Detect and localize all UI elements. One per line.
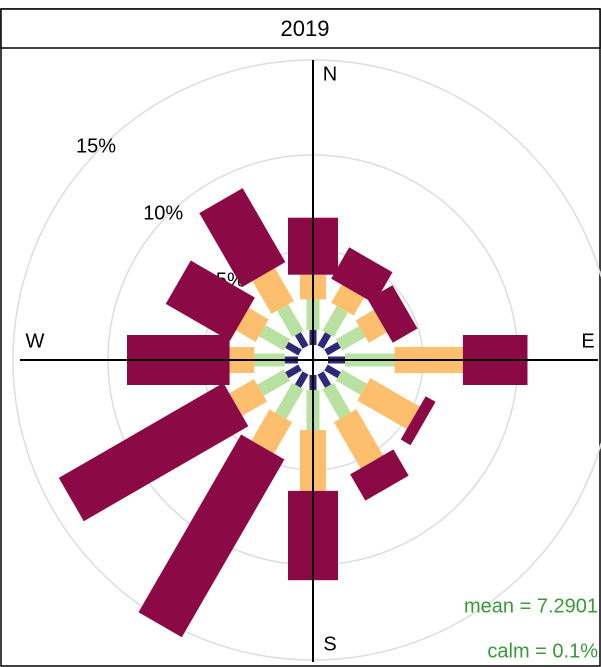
compass-label: N [323, 63, 337, 85]
wind-segment [324, 341, 341, 356]
wind-segment [335, 325, 366, 351]
wind-segment [294, 332, 309, 349]
wind-segment [257, 369, 291, 396]
compass-label: S [323, 633, 336, 655]
ring-label: 15% [76, 135, 116, 157]
wind-segment [357, 378, 420, 430]
wind-segment [355, 309, 387, 343]
ring-label: 10% [143, 202, 183, 224]
wind-segment [317, 332, 332, 349]
wind-segment [277, 304, 304, 338]
wind-segment [367, 285, 418, 343]
wind-segment [138, 434, 285, 638]
wind-segment [331, 247, 393, 304]
wind-segment [331, 284, 365, 316]
wind-segment [258, 325, 291, 351]
wind-segment [252, 268, 294, 315]
wind-segment [294, 371, 309, 388]
wind-segment [285, 341, 302, 356]
wind-segment [285, 364, 302, 379]
wind-segment [322, 305, 348, 338]
mean-annotation: mean = 7.2901 [464, 595, 598, 617]
chart-title: 2019 [281, 16, 330, 41]
wind-segment [335, 369, 368, 395]
calm-annotation: calm = 0.1% [487, 640, 598, 662]
wind-segment [400, 396, 436, 446]
title-strip [0, 8, 601, 49]
wind-segment [58, 382, 249, 522]
wind-segment [333, 409, 384, 469]
wind-segment [350, 449, 409, 501]
wind-segment [317, 371, 332, 388]
compass-label: W [26, 330, 45, 352]
wind-segment [275, 382, 304, 420]
wind-segment [199, 188, 286, 288]
wind-segment [165, 260, 255, 341]
wind-segment [322, 382, 351, 420]
compass-label: E [581, 330, 594, 352]
wind-segment [251, 409, 293, 454]
wind-segment [229, 379, 268, 416]
wind-segment [324, 364, 341, 379]
wind-segment [235, 307, 269, 342]
